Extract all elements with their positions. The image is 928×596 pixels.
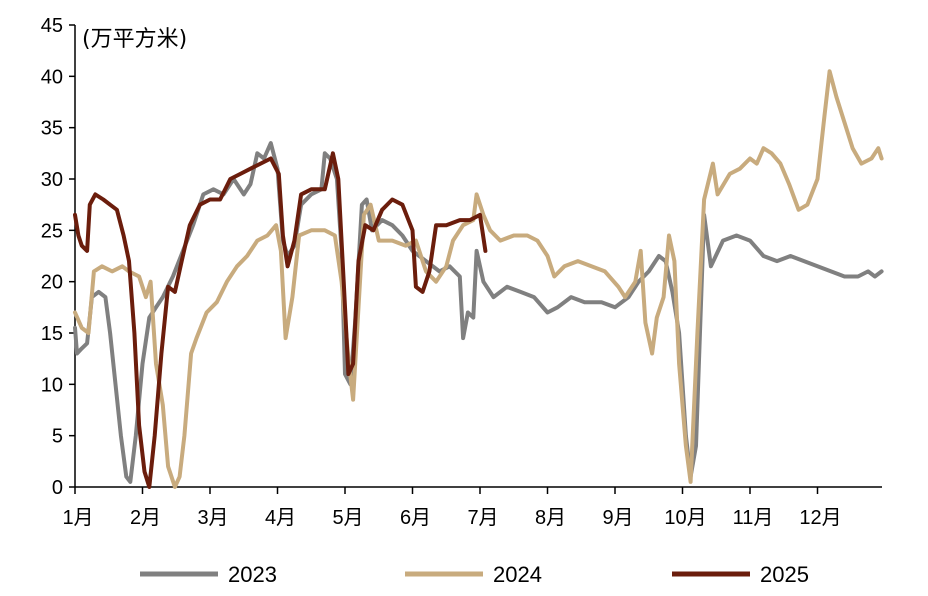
- y-tick-label: 30: [41, 169, 63, 191]
- series-group: [73, 69, 884, 489]
- x-tick-label: 3月: [197, 507, 228, 529]
- y-tick-label: 35: [41, 118, 63, 140]
- x-tick-label: 9月: [602, 507, 633, 529]
- y-tick-label: 40: [41, 66, 63, 88]
- y-axis: 0 5 10 15 20 25 30 35 40 45: [41, 15, 76, 499]
- x-tick-label: 4月: [265, 507, 296, 529]
- x-tick-label: 6月: [400, 507, 431, 529]
- x-tick-label: 2月: [130, 507, 161, 529]
- x-axis: 1月 2月 3月 4月 5月 6月 7月 8月 9月 10月 11月 12月: [62, 486, 882, 529]
- legend-label-2025: 2025: [760, 562, 809, 587]
- x-tick-label: 11月: [733, 507, 774, 529]
- y-ticks: 0 5 10 15 20 25 30 35 40 45: [41, 15, 75, 499]
- y-tick-label: 25: [41, 220, 63, 242]
- y-tick-label: 5: [52, 426, 63, 448]
- y-tick-label: 45: [41, 15, 63, 37]
- x-tick-label: 7月: [467, 507, 498, 529]
- y-tick-label: 15: [41, 323, 63, 345]
- legend: 2023 2024 2025: [140, 562, 809, 587]
- x-tick-label: 10月: [664, 507, 706, 529]
- x-tick-label: 12月: [799, 507, 841, 529]
- y-tick-label: 20: [41, 272, 63, 294]
- x-ticks: 1月 2月 3月 4月 5月 6月 7月 8月 9月 10月 11月 12月: [62, 487, 842, 529]
- series-line-2023: [73, 141, 884, 484]
- y-tick-label: 10: [41, 374, 63, 396]
- series-line-2024: [73, 69, 884, 489]
- series-line-2025: [73, 151, 488, 489]
- legend-label-2023: 2023: [228, 562, 277, 587]
- y-unit-label: (万平方米): [82, 27, 187, 52]
- x-tick-label: 1月: [62, 507, 93, 529]
- legend-label-2024: 2024: [493, 562, 542, 587]
- x-tick-label: 8月: [535, 507, 566, 529]
- y-tick-label: 0: [52, 477, 63, 499]
- x-tick-label: 5月: [332, 507, 363, 529]
